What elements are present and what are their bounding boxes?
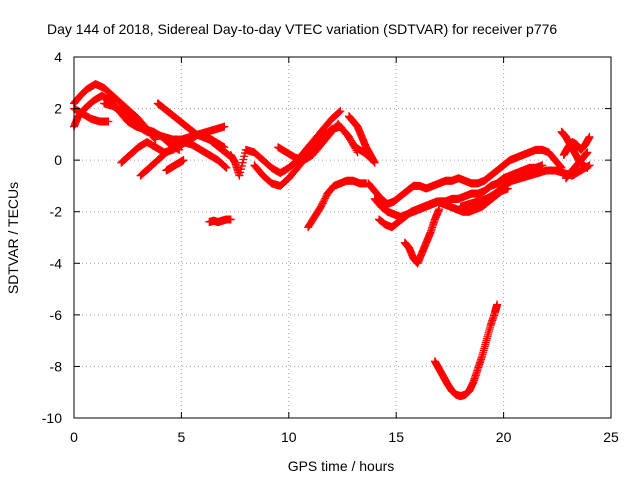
data-point — [493, 300, 502, 309]
x-tick-label: 20 — [496, 429, 512, 445]
y-tick-label: -4 — [50, 255, 63, 271]
series-arc-3 — [70, 104, 113, 126]
plot-frame — [73, 56, 612, 419]
y-tick-label: -8 — [50, 358, 63, 374]
data-point — [220, 122, 229, 131]
x-tick-label: 25 — [603, 429, 619, 445]
data-points — [70, 80, 594, 401]
data-point — [370, 158, 379, 167]
grid-lines — [74, 57, 611, 418]
y-tick-label: 2 — [54, 101, 62, 117]
series-arc-9 — [205, 215, 235, 227]
axis-ticks: 0 5 10 15 20 25 -10 -8 -6 -4 -2 0 2 4 — [42, 49, 619, 445]
data-point — [179, 156, 188, 165]
data-point — [585, 132, 594, 141]
series-arc-20 — [456, 161, 594, 211]
data-point — [226, 215, 235, 224]
x-tick-label: 0 — [70, 429, 78, 445]
series-arc-15 — [364, 145, 566, 208]
y-axis-label: SDTVAR / TECUs — [5, 182, 21, 294]
data-point — [435, 205, 444, 214]
series-arc-22 — [559, 132, 594, 159]
series-arc-18 — [400, 205, 444, 268]
series-arc-13 — [304, 176, 371, 232]
series-arc-7 — [153, 99, 233, 159]
series-arc-6 — [136, 138, 231, 180]
series-arc-14 — [344, 112, 379, 167]
data-point — [221, 162, 230, 171]
data-point — [583, 163, 592, 172]
y-tick-label: -10 — [42, 410, 62, 426]
y-tick-label: -2 — [50, 204, 63, 220]
data-point — [335, 108, 344, 117]
data-point — [583, 148, 592, 157]
series-arc-8 — [162, 156, 188, 175]
data-point — [104, 117, 113, 126]
series-arc-19 — [430, 300, 502, 401]
series-arc-16 — [370, 161, 547, 221]
x-tick-label: 5 — [178, 429, 186, 445]
x-tick-label: 10 — [281, 429, 297, 445]
y-tick-label: -6 — [50, 307, 63, 323]
y-tick-label: 4 — [54, 49, 62, 65]
series-arc-10 — [226, 107, 345, 180]
x-axis-label: GPS time / hours — [288, 458, 395, 474]
data-point — [336, 107, 345, 116]
data-point — [222, 163, 231, 172]
series-arc-23 — [561, 148, 592, 183]
chart-title: Day 144 of 2018, Sidereal Day-to-day VTE… — [47, 21, 557, 37]
x-tick-label: 15 — [388, 429, 404, 445]
y-tick-label: 0 — [54, 152, 62, 168]
